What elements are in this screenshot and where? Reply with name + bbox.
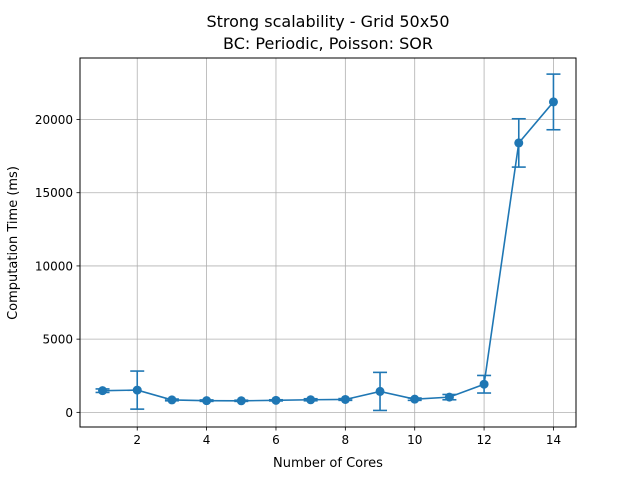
y-tick-label: 20000: [35, 113, 73, 127]
x-tick-label: 12: [476, 433, 491, 447]
data-point: [202, 396, 212, 406]
data-point: [548, 97, 558, 107]
data-point: [410, 394, 420, 404]
data-point: [444, 392, 454, 402]
data-point: [236, 396, 246, 406]
data-point: [167, 395, 177, 405]
grid: [80, 58, 576, 427]
x-tick-label: 6: [272, 433, 280, 447]
series-line: [102, 101, 555, 402]
y-tick-label: 15000: [35, 186, 73, 200]
y-tick-label: 10000: [35, 259, 73, 273]
data-point: [98, 386, 108, 396]
y-axis-label: Computation Time (ms): [6, 166, 21, 320]
chart-title-group: Strong scalability - Grid 50x50 BC: Peri…: [206, 12, 449, 53]
data-point: [132, 385, 142, 395]
x-tick-label: 4: [203, 433, 211, 447]
x-tick-label: 2: [133, 433, 141, 447]
x-tick-label: 14: [546, 433, 561, 447]
data-point: [306, 395, 316, 405]
data-point: [340, 394, 350, 404]
y-tick-label: 0: [65, 406, 73, 420]
plot-frame: [79, 57, 577, 428]
chart-title: Strong scalability - Grid 50x50: [206, 12, 449, 31]
chart-subtitle: BC: Periodic, Poisson: SOR: [223, 34, 433, 53]
axis-ticks: 2 4 6 8 10 12 14 0 5000 10000 15000 20000: [35, 113, 561, 447]
data-point: [479, 379, 489, 389]
x-axis-label: Number of Cores: [273, 456, 383, 471]
data-point: [271, 395, 281, 405]
y-tick-label: 5000: [42, 333, 73, 347]
x-tick-label: 8: [342, 433, 350, 447]
plot-series: [95, 73, 561, 412]
data-point: [375, 386, 385, 396]
data-point: [514, 138, 524, 148]
x-tick-label: 10: [407, 433, 422, 447]
